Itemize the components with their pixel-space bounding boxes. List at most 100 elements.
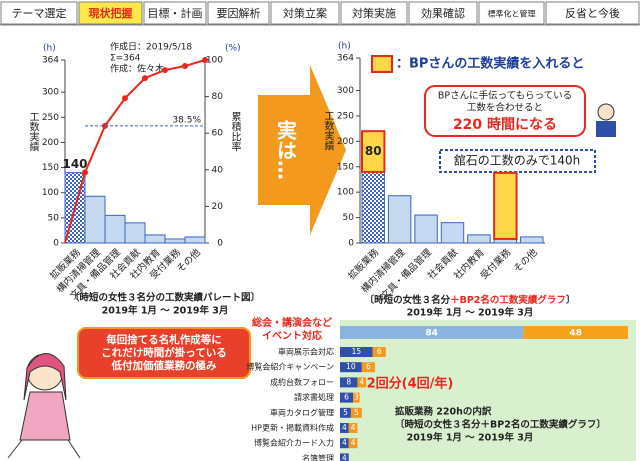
callout-text: BPさんに手伝ってもらっている <box>438 90 572 102</box>
note: 舘石の工数のみで140h <box>454 153 581 168</box>
woman-callout-text: これだけ時間が掛っている <box>101 346 226 359</box>
bar <box>145 235 165 243</box>
slide: テーマ選定現状把握目標・計画要因解析対策立案対策実施効果確認標準化と管理反省と今… <box>0 0 640 461</box>
y2-unit: (%) <box>225 44 241 54</box>
category-label: 請求書処理 <box>294 392 334 402</box>
y-tick-label: 150 <box>42 163 59 173</box>
segment-label: 4 <box>351 438 356 447</box>
cumulative-point <box>182 63 188 69</box>
cumulative-point <box>202 57 208 63</box>
y-tick-label: 150 <box>337 162 354 172</box>
bar <box>165 239 185 243</box>
segment-label: 8 <box>346 377 351 386</box>
bar-label: 140 <box>62 157 87 171</box>
caption: 2019年 1月 ～ 2019年 3月 <box>407 432 534 444</box>
y-tick-label: 364 <box>337 54 354 64</box>
y-axis-title: 工数実績 <box>322 111 334 152</box>
segment-label: 5 <box>343 408 348 417</box>
y2-tick-label: 40 <box>212 165 224 175</box>
tab-label: 標準化と管理 <box>488 9 536 19</box>
meta-text: 作成日：2019/5/18 <box>110 41 192 53</box>
tab-label: 効果確認 <box>421 6 465 20</box>
category-label: 車両展示会対応 <box>278 347 334 357</box>
tab-label: 現状把握 <box>89 6 133 20</box>
category-label: 車両カタログ管理 <box>270 407 334 417</box>
legend-swatch <box>372 56 392 72</box>
header: イベント対応 <box>262 329 322 342</box>
tab-label: 要因解析 <box>217 6 261 20</box>
y2-tick-label: 60 <box>212 129 224 139</box>
y-tick-label: 300 <box>42 88 59 98</box>
tab-bar: テーマ選定現状把握目標・計画要因解析対策立案対策実施効果確認標準化と管理反省と今… <box>1 2 639 24</box>
total-label: 48 <box>569 329 582 339</box>
bar <box>521 237 543 243</box>
y2-tick-label: 80 <box>212 92 224 102</box>
y-tick-label: 0 <box>53 239 59 249</box>
caption: 拡販業務 220hの内訳 <box>395 406 492 418</box>
woman-callout-text: 毎回捨てる名札作成等に <box>106 333 222 346</box>
cumulative-point <box>162 67 168 73</box>
y-tick-label: 0 <box>348 239 354 249</box>
caption: 2019年 1月 ～ 2019年 3月 <box>407 307 534 319</box>
caption: 〔時短の女性３名分＋BP2名の工数実績グラフ〕 <box>395 419 606 431</box>
bar <box>415 215 437 243</box>
cumulative-point <box>142 75 148 81</box>
caption: 2019年 1月 ～ 2019年 3月 <box>102 305 229 317</box>
segment-label: 6 <box>377 347 382 356</box>
tab-label: 対策実施 <box>352 6 396 20</box>
caption-part: 〔時短の女性３名分 <box>365 294 451 306</box>
bar <box>388 196 410 243</box>
bar <box>125 223 145 243</box>
bar <box>105 215 125 243</box>
callout-highlight: 220 時間になる <box>453 116 557 133</box>
segment-label: 4 <box>342 438 347 447</box>
segment-label: 5 <box>354 408 359 417</box>
y-tick-label: 200 <box>42 138 59 148</box>
bar <box>362 172 384 243</box>
woman-callout-text: 低付加価値業務の極み <box>111 359 217 372</box>
tab-label: 目標・計画 <box>148 6 203 20</box>
bar <box>441 223 463 243</box>
category-label: 成約台数フォロー <box>270 377 334 387</box>
y-tick-label: 100 <box>337 188 354 198</box>
segment-label: 10 <box>346 362 356 371</box>
y-unit: (h) <box>43 44 56 54</box>
caption: 〔時短の女性３名分の工数実績パレート図〕 <box>70 292 260 304</box>
category-label: 名簿管理 <box>302 453 334 461</box>
y-axis-title: 工数実績 <box>27 112 39 153</box>
cumulative-point <box>82 170 88 176</box>
total-label: 84 <box>425 329 438 339</box>
bar-label: 80 <box>365 144 382 158</box>
note: 2回分(4回/年) <box>367 376 454 392</box>
category-label: HP更新・掲載資料作成 <box>251 423 334 433</box>
segment-label: 4 <box>342 423 347 432</box>
caption-part: 〕 <box>566 294 576 306</box>
caption-part: ＋BP2名の工数実績グラフ <box>450 294 566 306</box>
y-tick-label: 250 <box>42 113 59 123</box>
segment-label: 4 <box>351 423 356 432</box>
tab-label: 対策立案 <box>283 6 327 20</box>
y2-tick-label: 20 <box>212 202 224 212</box>
segment-label: 6 <box>344 393 349 402</box>
cumulative-point <box>122 95 128 101</box>
callout-text: 工数を合わせると <box>467 102 543 114</box>
line-label: 38.5% <box>172 115 201 125</box>
segment-label: 3 <box>354 393 359 402</box>
y2-axis-title: 累積比率 <box>229 111 241 152</box>
y-tick-label: 250 <box>337 111 354 121</box>
segment-label: 15 <box>352 347 362 356</box>
y-tick-label: 300 <box>337 86 354 96</box>
y-tick-label: 200 <box>337 137 354 147</box>
header: 総会・講演会など <box>252 316 332 329</box>
segment-label: 6 <box>366 362 371 371</box>
y-tick-label: 100 <box>42 188 59 198</box>
segment-label: 4 <box>342 453 347 461</box>
tab-label: テーマ選定 <box>12 6 67 20</box>
y-tick-label: 50 <box>343 213 355 223</box>
category-label: 博覧会紹介キャンペーン <box>246 362 334 372</box>
bp-bar <box>494 173 516 239</box>
bar <box>468 235 490 243</box>
y-tick-label: 364 <box>42 56 59 66</box>
caption: 〔時短の女性３名分＋BP2名の工数実績グラフ〕 <box>365 294 576 306</box>
category-label: 博覧会紹介カード入力 <box>254 438 334 448</box>
